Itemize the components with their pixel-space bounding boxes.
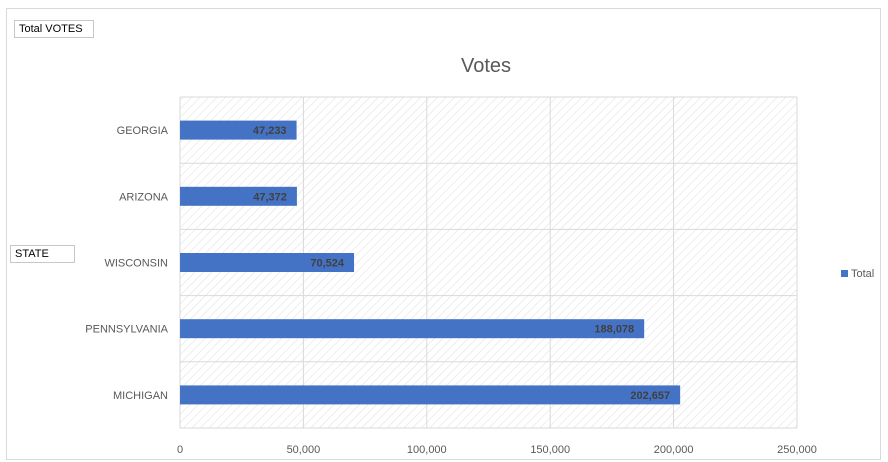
axis-field-button[interactable]: STATE [10, 245, 75, 263]
x-tick-label: 50,000 [287, 444, 321, 456]
data-label: 70,524 [310, 258, 345, 270]
category-label: MICHIGAN [113, 390, 168, 402]
data-label: 47,372 [253, 191, 287, 203]
data-label: 202,657 [630, 390, 670, 402]
x-tick-label: 150,000 [530, 444, 570, 456]
legend-swatch [841, 270, 848, 277]
values-field-button[interactable]: Total VOTES [14, 20, 94, 38]
bar-arizona[interactable] [180, 186, 297, 206]
bar-michigan[interactable] [180, 385, 681, 405]
category-label: WISCONSIN [104, 258, 168, 270]
category-label: GEORGIA [117, 125, 169, 137]
bar-wisconsin[interactable] [180, 253, 355, 272]
data-label: 47,233 [253, 125, 287, 137]
category-label: ARIZONA [119, 191, 169, 203]
x-tick-label: 100,000 [407, 444, 447, 456]
x-tick-label: 250,000 [777, 444, 817, 456]
category-label: PENNSYLVANIA [85, 324, 168, 336]
x-tick-label: 200,000 [654, 444, 694, 456]
x-tick-label: 0 [177, 444, 183, 456]
chart-title: Votes [461, 55, 511, 77]
bar-georgia[interactable] [180, 120, 297, 140]
bar-pennsylvania[interactable] [180, 319, 645, 339]
data-label: 188,078 [594, 324, 634, 336]
legend-label: Total [851, 268, 874, 280]
